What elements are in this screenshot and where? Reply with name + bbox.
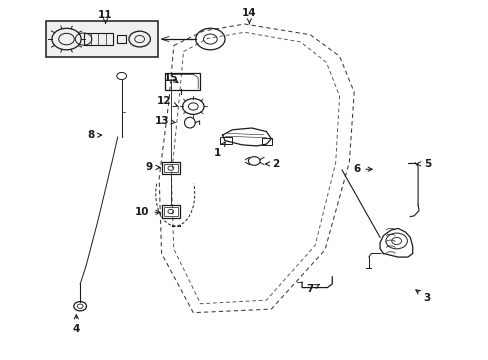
Text: 6: 6	[352, 164, 371, 174]
Text: 10: 10	[135, 207, 160, 217]
Text: 3: 3	[415, 290, 430, 303]
Bar	[161, 162, 180, 174]
Bar	[261, 138, 272, 145]
Text: 15: 15	[164, 73, 178, 83]
Text: 9: 9	[145, 162, 160, 172]
Text: 1: 1	[214, 142, 225, 158]
Text: 4: 4	[72, 315, 80, 334]
Text: 13: 13	[154, 116, 175, 126]
Text: 2: 2	[265, 159, 279, 169]
Bar	[117, 35, 125, 43]
Text: 12: 12	[157, 96, 177, 107]
Bar	[220, 137, 232, 144]
Text: 8: 8	[87, 130, 102, 140]
Bar	[161, 206, 180, 218]
Bar	[163, 164, 177, 172]
Text: 14: 14	[242, 8, 256, 24]
Text: 5: 5	[416, 159, 430, 169]
Bar	[83, 33, 113, 45]
Text: 11: 11	[98, 10, 113, 23]
Text: 7: 7	[306, 284, 319, 294]
FancyBboxPatch shape	[46, 22, 158, 57]
Bar	[163, 207, 177, 216]
